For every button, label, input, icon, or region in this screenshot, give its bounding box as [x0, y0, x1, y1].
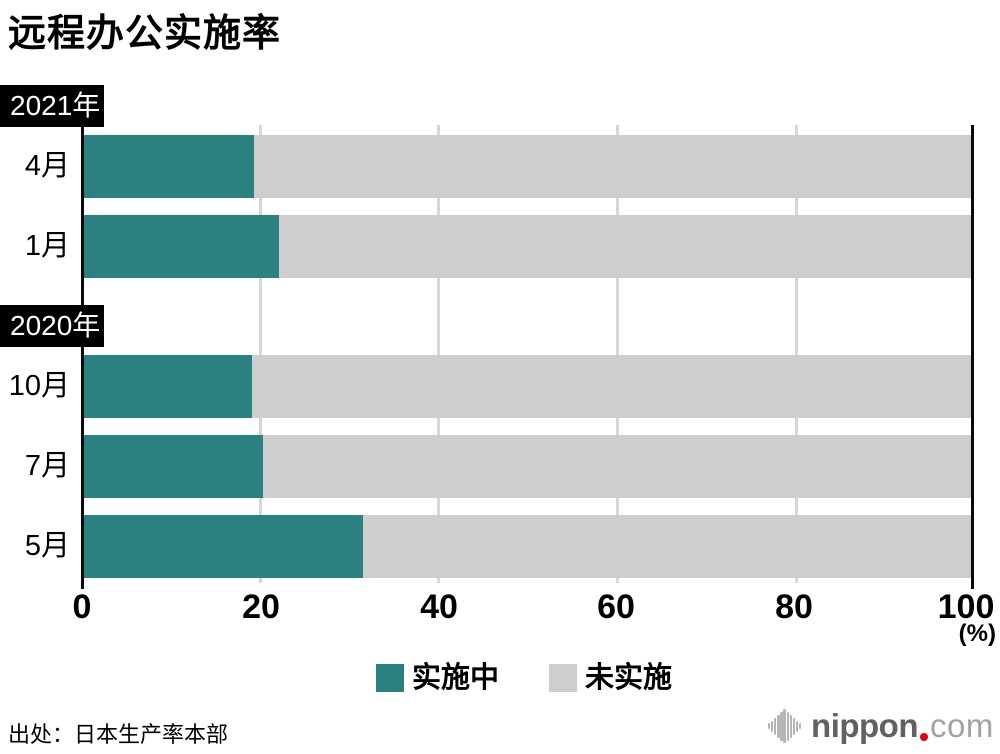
nippon-com-logo: nippon com [768, 703, 994, 749]
bar-implementing [84, 435, 264, 498]
bar-row-2021-04 [84, 135, 971, 198]
x-tick-80: 80 [775, 588, 813, 626]
logo-tld: com [930, 707, 994, 744]
gridline-40 [437, 125, 440, 583]
bar-not-implementing [279, 215, 971, 278]
x-tick-60: 60 [597, 588, 635, 626]
source-credit: 出处：日本生产率本部 [8, 722, 229, 747]
row-label-2021-04: 4月 [24, 150, 70, 182]
group-badge-2020: 2020年 [0, 305, 104, 347]
x-tick-40: 40 [420, 588, 458, 626]
logo-wordmark: nippon [811, 707, 918, 744]
x-axis-unit: (%) [958, 620, 996, 647]
row-label-2020-07: 7月 [24, 450, 70, 482]
gridline-80 [795, 125, 798, 583]
bar-row-2021-01 [84, 215, 971, 278]
page-title: 远程办公实施率 [8, 13, 282, 55]
logo-red-dot-icon [920, 733, 928, 741]
gridline-60 [616, 125, 619, 583]
bar-not-implementing [363, 515, 971, 578]
soundwave-icon [768, 709, 802, 743]
row-label-2020-10: 10月 [8, 370, 70, 402]
bar-not-implementing [263, 435, 971, 498]
gridline-100 [971, 125, 974, 589]
x-tick-20: 20 [242, 588, 280, 626]
bar-not-implementing [251, 355, 971, 418]
bar-implementing [84, 515, 364, 578]
row-label-2020-05: 5月 [24, 530, 70, 562]
y-axis-line [81, 125, 84, 589]
bar-implementing [84, 355, 252, 418]
bar-row-2020-10 [84, 355, 971, 418]
x-tick-100: 100 [937, 588, 995, 626]
gridline-20 [259, 125, 262, 583]
bar-implementing [84, 215, 280, 278]
bar-row-2020-07 [84, 435, 971, 498]
bar-row-2020-05 [84, 515, 971, 578]
row-label-2021-01: 1月 [24, 230, 70, 262]
legend-label-not-implementing: 未实施 [585, 662, 673, 694]
bar-not-implementing [254, 135, 971, 198]
x-tick-0: 0 [72, 588, 92, 626]
legend-swatch-implementing [376, 664, 404, 692]
legend-label-implementing: 实施中 [412, 662, 500, 694]
bar-implementing [84, 135, 255, 198]
legend-swatch-not-implementing [549, 664, 577, 692]
group-badge-2021: 2021年 [0, 85, 104, 127]
